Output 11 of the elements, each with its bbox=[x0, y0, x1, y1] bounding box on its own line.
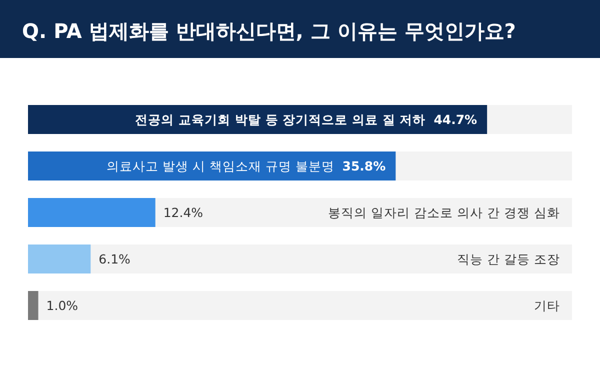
y-tick-label: 의료사고 발생 시 책임소재 규명 불분명 bbox=[106, 158, 334, 174]
data-label: 44.7% bbox=[434, 112, 478, 127]
y-tick-label: 전공의 교육기회 박탈 등 장기적으로 의료 질 저하 bbox=[135, 112, 426, 127]
data-label: 6.1% bbox=[98, 252, 131, 266]
chart-title: Q. PA 법제화를 반대하신다면, 그 이유는 무엇인가요? bbox=[22, 19, 516, 43]
y-tick-label: 직능 간 갈등 조장 bbox=[457, 252, 560, 266]
data-label: 12.4% bbox=[163, 205, 204, 220]
y-tick-label: 봉직의 일자리 감소로 의사 간 경쟁 심화 bbox=[328, 205, 560, 220]
data-label: 1.0% bbox=[46, 298, 78, 313]
data-label: 35.8% bbox=[342, 158, 386, 174]
y-tick-label: 기타 bbox=[534, 298, 560, 313]
